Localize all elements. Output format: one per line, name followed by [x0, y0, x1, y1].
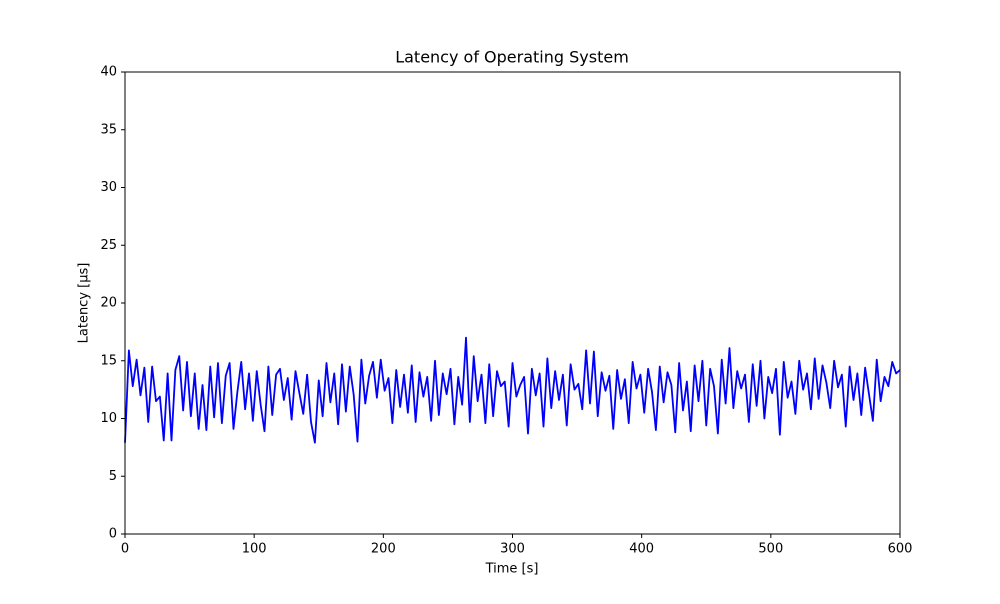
y-axis-label: Latency [µs] — [77, 263, 92, 344]
y-tick-label: 15 — [100, 353, 117, 368]
y-tick-label: 20 — [100, 296, 117, 311]
x-axis-label: Time [s] — [485, 562, 539, 577]
chart-title: Latency of Operating System — [395, 48, 629, 67]
x-tick-label: 500 — [758, 542, 783, 557]
y-tick-label: 5 — [109, 469, 117, 484]
y-tick-label: 10 — [100, 411, 117, 426]
plot-frame — [124, 71, 901, 535]
y-tick-label: 40 — [100, 65, 117, 80]
y-tick-label: 25 — [100, 238, 117, 253]
x-tick-label: 200 — [371, 542, 396, 557]
data-line — [124, 336, 901, 444]
x-tick-label: 0 — [121, 542, 129, 557]
x-tick-label: 100 — [242, 542, 267, 557]
y-tick-label: 35 — [100, 122, 117, 137]
x-tick-label: 400 — [629, 542, 654, 557]
y-tick-label: 30 — [100, 180, 117, 195]
y-tick-label: 0 — [109, 527, 117, 542]
x-tick-label: 600 — [888, 542, 913, 557]
x-tick-label: 300 — [500, 542, 525, 557]
